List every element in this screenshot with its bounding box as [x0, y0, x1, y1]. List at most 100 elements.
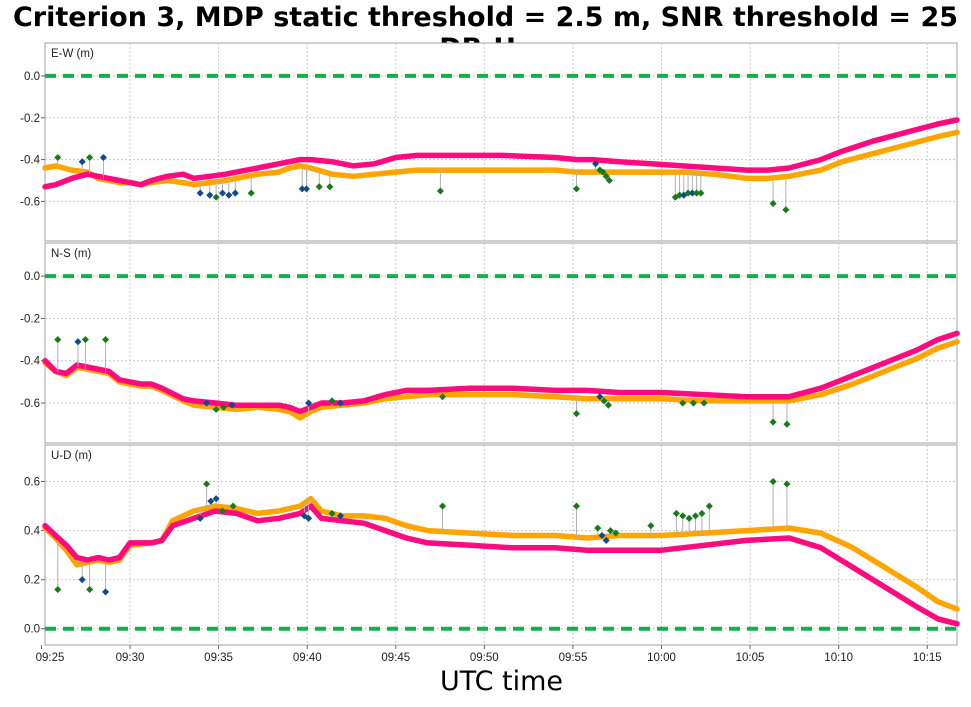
outlier-point [598, 531, 606, 540]
outlier-point [697, 189, 705, 197]
panel-1: 0.0 -0.2 -0.4 -0.6 E-W (m) [20, 42, 960, 242]
y-tick-label: 0.0 [24, 71, 40, 83]
x-tick-label: 09:45 [381, 652, 410, 664]
outlier-point [225, 191, 233, 199]
x-tick-label: 09:25 [36, 652, 65, 664]
outlier-point [86, 153, 94, 162]
outlier-point [99, 153, 107, 162]
outlier-point [689, 399, 697, 407]
outlier-point [672, 509, 680, 517]
outlier-point [572, 410, 581, 418]
panel-frame [44, 242, 958, 444]
outlier-point [679, 399, 687, 407]
outlier-point [207, 497, 215, 505]
outlier-point [602, 536, 610, 544]
outlier-point [594, 524, 602, 532]
outlier-point [596, 393, 604, 401]
outlier-point [599, 168, 607, 176]
series-line-magenta [42, 330, 960, 415]
series-line-magenta [42, 117, 960, 190]
outlier-point [212, 193, 220, 201]
y-tick-label: 0.4 [24, 526, 41, 538]
outlier-point [439, 393, 447, 401]
outlier-point [693, 189, 701, 197]
outlier-point [86, 585, 94, 594]
outlier-point [436, 187, 444, 195]
x-tick-label: 09:30 [116, 652, 145, 664]
outlier-point [229, 502, 237, 510]
outlier-point [102, 588, 110, 596]
outlier-point [679, 512, 687, 520]
outlier-point [228, 401, 236, 409]
y-tick-label: -0.2 [20, 113, 40, 125]
panel-2: 0.0 -0.2 -0.4 -0.6 N-S (m) [20, 242, 960, 444]
x-tick-label: 10:10 [824, 652, 853, 664]
outlier-point [783, 420, 791, 428]
outlier-point [572, 185, 581, 193]
series-line-magenta [42, 503, 960, 627]
y-tick-label: -0.6 [20, 398, 40, 410]
x-tick-label: 09:50 [470, 652, 499, 664]
y-tick-label: 0.2 [24, 575, 40, 587]
outlier-point [769, 418, 777, 426]
outlier-point [196, 514, 204, 522]
outlier-point [685, 514, 693, 522]
y-tick-label: -0.4 [20, 155, 40, 167]
outlier-point [212, 405, 220, 413]
outlier-point [305, 399, 313, 407]
panel-label: N-S (m) [51, 248, 91, 260]
outlier-point [212, 495, 220, 503]
outlier-point [54, 336, 62, 344]
outlier-point [612, 529, 620, 537]
outlier-point [203, 480, 211, 488]
x-tick-label: 09:55 [559, 652, 588, 664]
y-tick-label: -0.4 [20, 356, 40, 368]
outlier-point [231, 189, 239, 197]
outlier-point [54, 585, 62, 594]
x-axis-label: UTC time [439, 666, 564, 697]
outlier-point [203, 399, 211, 407]
x-tick-label: 09:40 [293, 652, 322, 664]
outlier-point [218, 507, 227, 515]
outlier-point [298, 185, 306, 193]
outlier-point [102, 336, 110, 344]
x-axis: 09:25 09:30 09:35 09:40 09:45 09:50 09:55 10:00… [36, 645, 942, 664]
panel-label: E-W (m) [51, 48, 94, 60]
y-tick-label: 0.0 [24, 271, 40, 283]
outlier-point [326, 183, 334, 191]
outlier-point [602, 172, 610, 180]
panel-frame [44, 42, 958, 242]
outlier-point [605, 176, 613, 185]
outlier-point [302, 185, 311, 193]
outlier-point [328, 397, 336, 405]
outlier-point [439, 502, 447, 510]
outlier-point [81, 336, 89, 344]
outlier-point [604, 401, 612, 409]
outlier-point [769, 477, 777, 486]
outlier-point [78, 576, 86, 584]
outlier-point [315, 183, 323, 191]
outlier-point [698, 509, 706, 517]
outlier-point [769, 199, 777, 208]
outlier-point [336, 399, 345, 407]
y-tick-label: -0.2 [20, 313, 40, 325]
outlier-point [647, 522, 655, 530]
outlier-point [74, 338, 82, 346]
panels-group: 0.0 -0.2 -0.4 -0.6 E-W (m) 0.0 -0.2 -0.4 -0.6 N-S… [20, 42, 960, 646]
outlier-point [782, 206, 790, 214]
outlier-point [676, 191, 684, 199]
x-tick-label: 10:15 [913, 652, 942, 664]
outlier-point [206, 191, 214, 199]
outlier-point [220, 403, 228, 411]
outlier-point [592, 160, 600, 168]
outlier-point [336, 512, 345, 520]
outlier-point [572, 502, 581, 510]
outlier-point [688, 189, 696, 197]
outlier-point [218, 189, 227, 197]
x-tick-label: 09:35 [204, 652, 233, 664]
outlier-point [783, 480, 791, 488]
outlier-point [247, 189, 255, 197]
x-tick-label: 10:05 [736, 652, 765, 664]
y-tick-label: 0.0 [24, 624, 40, 636]
